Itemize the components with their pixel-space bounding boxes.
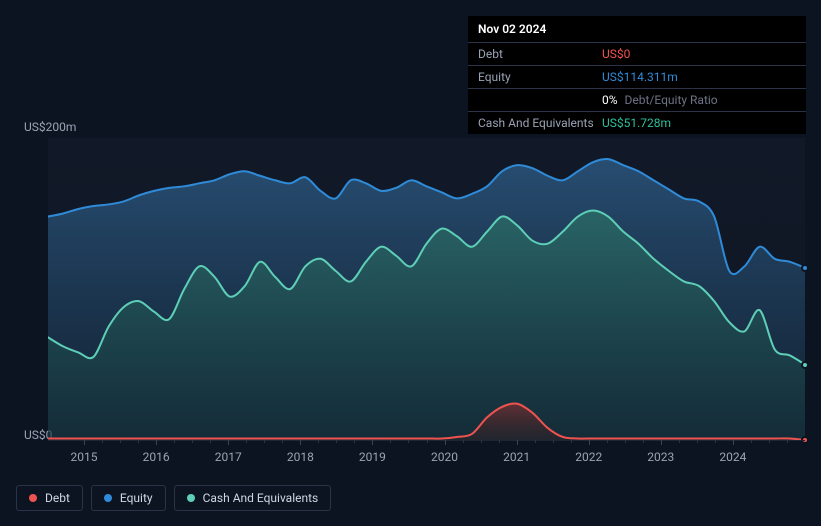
x-tick xyxy=(445,440,446,445)
x-minor-tick xyxy=(769,440,770,443)
x-axis-label: 2017 xyxy=(215,450,242,464)
x-minor-tick xyxy=(553,440,554,443)
x-minor-tick xyxy=(715,440,716,443)
marker-equity xyxy=(801,264,809,272)
x-minor-tick xyxy=(264,440,265,443)
tooltip-row-label: Debt xyxy=(478,47,602,61)
legend: Debt Equity Cash And Equivalents xyxy=(16,485,331,511)
tooltip-date: Nov 02 2024 xyxy=(468,16,806,43)
x-minor-tick xyxy=(499,440,500,443)
x-minor-tick xyxy=(625,440,626,443)
x-minor-tick xyxy=(679,440,680,443)
x-minor-tick xyxy=(643,440,644,443)
legend-item-equity[interactable]: Equity xyxy=(91,485,166,511)
tooltip-row-label xyxy=(478,93,602,107)
x-minor-tick xyxy=(318,440,319,443)
x-tick xyxy=(228,440,229,445)
x-minor-tick xyxy=(390,440,391,443)
legend-label: Debt xyxy=(45,491,70,505)
tooltip-row-value: US$114.311m xyxy=(602,70,796,84)
x-minor-tick xyxy=(354,440,355,443)
x-tick xyxy=(517,440,518,445)
legend-label: Equity xyxy=(120,491,153,505)
tooltip-row: EquityUS$114.311m xyxy=(468,65,806,88)
x-minor-tick xyxy=(174,440,175,443)
x-minor-tick xyxy=(481,440,482,443)
x-axis-label: 2021 xyxy=(503,450,530,464)
tooltip-row: DebtUS$0 xyxy=(468,43,806,65)
x-minor-tick xyxy=(787,440,788,443)
x-minor-tick xyxy=(697,440,698,443)
tooltip-row-value: US$51.728m xyxy=(602,116,796,130)
tooltip-row-value: US$0 xyxy=(602,47,796,61)
x-minor-tick xyxy=(210,440,211,443)
x-minor-tick xyxy=(192,440,193,443)
x-tick xyxy=(733,440,734,445)
tooltip-row-value: 0% Debt/Equity Ratio xyxy=(602,93,796,107)
tooltip-row-label: Equity xyxy=(478,70,602,84)
chart-svg xyxy=(48,138,805,440)
x-axis-label: 2016 xyxy=(143,450,170,464)
tooltip-row-sub: Debt/Equity Ratio xyxy=(622,93,718,107)
x-minor-tick xyxy=(246,440,247,443)
x-tick xyxy=(589,440,590,445)
x-minor-tick xyxy=(138,440,139,443)
x-axis-label: 2024 xyxy=(719,450,746,464)
x-minor-tick xyxy=(120,440,121,443)
x-minor-tick xyxy=(535,440,536,443)
legend-swatch xyxy=(104,494,112,502)
x-minor-tick xyxy=(571,440,572,443)
legend-swatch xyxy=(29,494,37,502)
legend-item-debt[interactable]: Debt xyxy=(16,485,83,511)
x-minor-tick xyxy=(751,440,752,443)
x-minor-tick xyxy=(427,440,428,443)
x-tick xyxy=(300,440,301,445)
x-tick xyxy=(156,440,157,445)
x-minor-tick xyxy=(607,440,608,443)
tooltip-row-label: Cash And Equivalents xyxy=(478,116,602,130)
x-tick xyxy=(84,440,85,445)
x-tick xyxy=(661,440,662,445)
x-axis-label: 2022 xyxy=(575,450,602,464)
x-minor-tick xyxy=(408,440,409,443)
legend-swatch xyxy=(187,494,195,502)
x-axis-label: 2019 xyxy=(359,450,386,464)
plot-area[interactable] xyxy=(48,138,805,440)
x-axis-label: 2018 xyxy=(287,450,314,464)
marker-cash xyxy=(801,361,809,369)
tooltip-row: 0% Debt/Equity Ratio xyxy=(468,88,806,111)
chart-container: US$200m US$0 201520162017201820192020202… xyxy=(16,120,805,480)
tooltip-row: Cash And EquivalentsUS$51.728m xyxy=(468,111,806,134)
legend-item-cash[interactable]: Cash And Equivalents xyxy=(174,485,332,511)
tooltip-panel: Nov 02 2024 DebtUS$0EquityUS$114.311m0% … xyxy=(468,16,806,134)
x-minor-tick xyxy=(282,440,283,443)
x-minor-tick xyxy=(463,440,464,443)
x-minor-tick xyxy=(336,440,337,443)
y-axis-top-label: US$200m xyxy=(24,120,76,134)
legend-label: Cash And Equivalents xyxy=(203,491,319,505)
x-tick xyxy=(372,440,373,445)
x-axis-label: 2023 xyxy=(647,450,674,464)
x-axis: 2015 2016 2017 2018 2019 2020 2021 2022 2023 2024 xyxy=(48,440,805,470)
x-axis-label: 2020 xyxy=(431,450,458,464)
x-axis-label: 2015 xyxy=(71,450,98,464)
x-minor-tick xyxy=(102,440,103,443)
